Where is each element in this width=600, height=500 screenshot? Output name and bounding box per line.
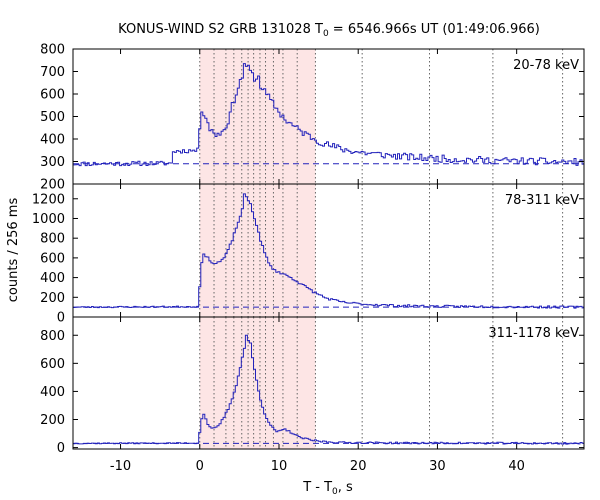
x-tick-label: 10	[271, 459, 288, 474]
x-tick-label: 0	[196, 459, 204, 474]
light-curve-series	[73, 63, 584, 167]
x-tick-label: 20	[350, 459, 367, 474]
y-tick-label: 400	[40, 385, 65, 400]
y-axis-label: counts / 256 ms	[6, 198, 21, 303]
y-tick-label: 200	[40, 413, 65, 428]
y-tick-label: 1200	[32, 192, 65, 207]
y-tick-label: 1000	[32, 212, 65, 227]
shaded-interval	[199, 49, 316, 184]
y-tick-label: 0	[57, 311, 65, 326]
x-tick-label: -10	[110, 459, 131, 474]
y-tick-label: 700	[40, 65, 65, 80]
shaded-interval	[199, 184, 316, 317]
y-tick-label: 300	[40, 155, 65, 170]
chart-title: KONUS-WIND S2 GRB 131028 T0 = 6546.966s …	[118, 22, 540, 39]
y-tick-label: 400	[40, 271, 65, 286]
y-tick-label: 200	[40, 291, 65, 306]
energy-band-label: 20-78 keV	[513, 58, 579, 73]
y-tick-label: 500	[40, 110, 65, 125]
light-curve-series	[73, 334, 584, 445]
y-tick-label: 600	[40, 357, 65, 372]
x-tick-label: 30	[429, 459, 446, 474]
y-tick-label: 800	[40, 232, 65, 247]
x-axis-label: T - T0, s	[302, 480, 353, 497]
x-tick-label: 40	[508, 459, 525, 474]
y-tick-label: 800	[40, 43, 65, 58]
energy-band-label: 78-311 keV	[505, 193, 579, 208]
y-tick-label: 600	[40, 251, 65, 266]
panel-frame	[72, 316, 585, 450]
light-curve-series	[73, 193, 584, 309]
y-tick-label: 200	[40, 178, 65, 193]
energy-band-label: 311-1178 keV	[488, 326, 579, 341]
y-tick-label: 800	[40, 329, 65, 344]
y-tick-label: 400	[40, 133, 65, 148]
y-tick-label: 0	[57, 441, 65, 456]
y-tick-label: 600	[40, 88, 65, 103]
